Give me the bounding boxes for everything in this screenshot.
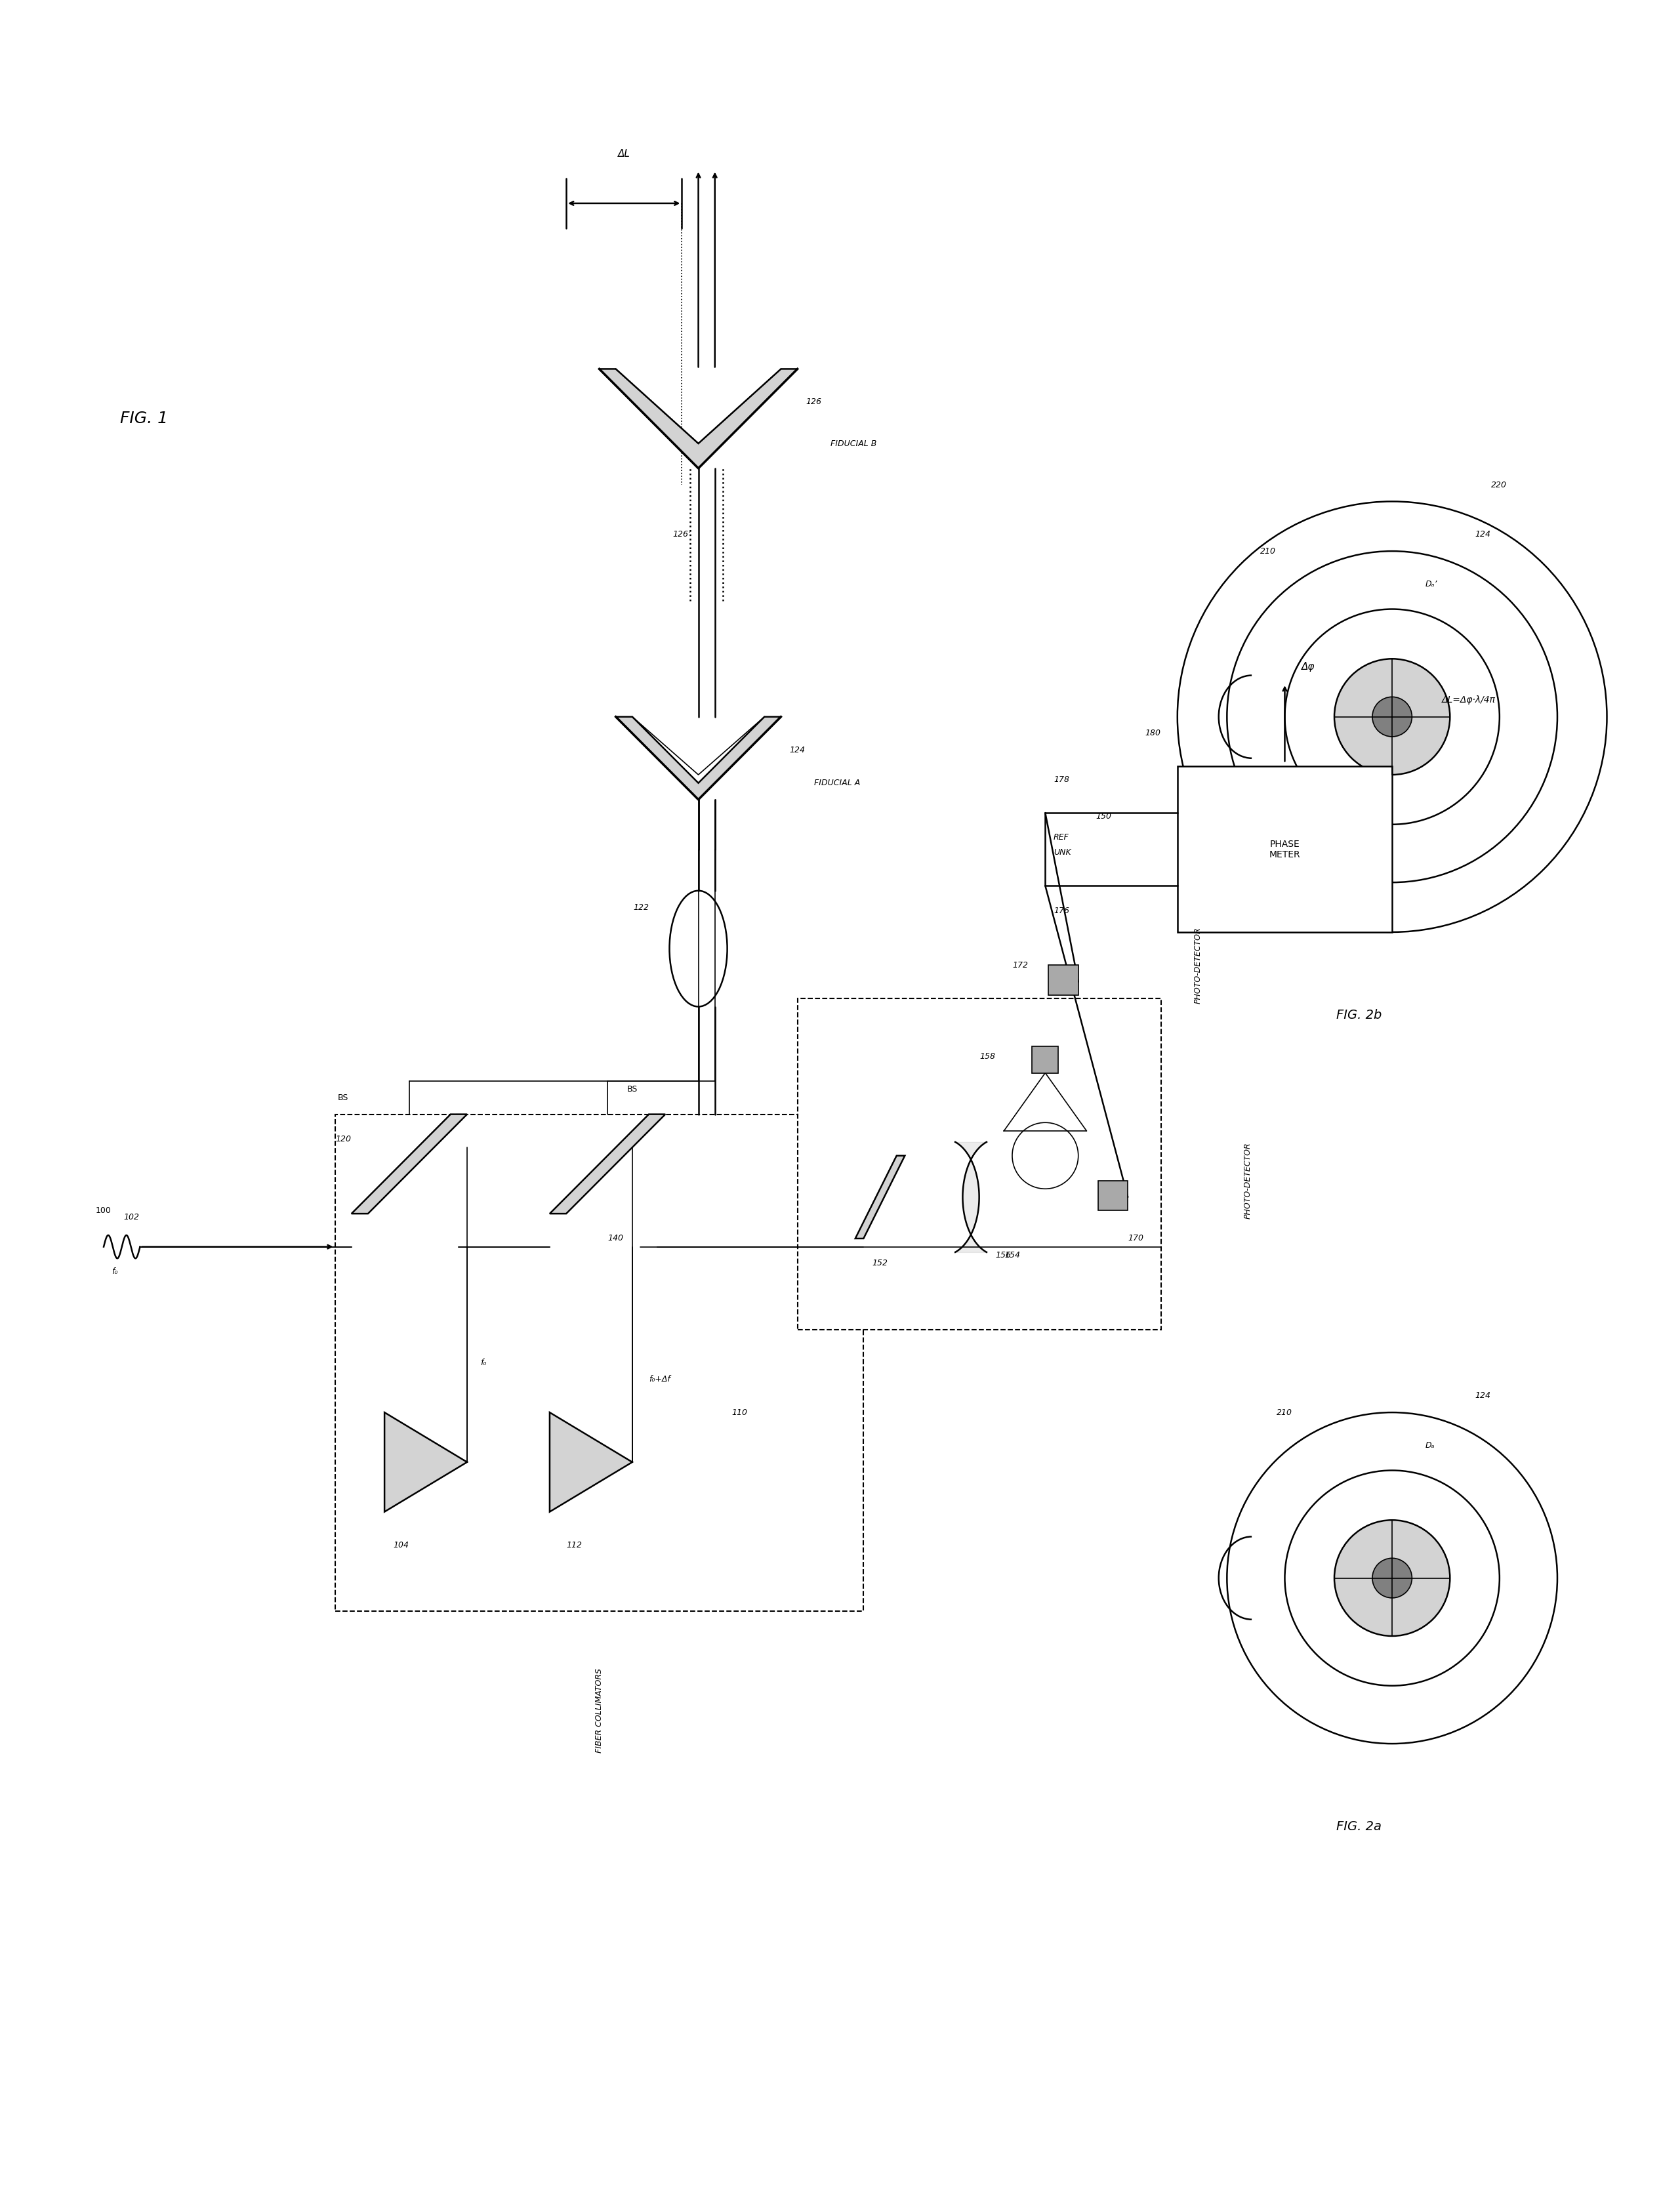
Text: 178: 178	[1053, 776, 1070, 783]
Bar	[1048, 964, 1078, 995]
Text: FIDUCIAL A: FIDUCIAL A	[814, 779, 860, 787]
Text: 170: 170	[1128, 1234, 1143, 1243]
Text: FIBER COLLIMATORS: FIBER COLLIMATORS	[595, 1668, 603, 1752]
Text: 104: 104	[394, 1540, 409, 1548]
Text: PHOTO-DETECTOR: PHOTO-DETECTOR	[1244, 1141, 1252, 1219]
Text: 156: 156	[995, 1250, 1012, 1259]
Text: f₀: f₀	[111, 1267, 118, 1276]
Text: 110: 110	[731, 1409, 747, 1416]
Text: 158: 158	[980, 1053, 995, 1060]
Text: 152: 152	[872, 1259, 889, 1267]
Text: FIG. 2b: FIG. 2b	[1337, 1009, 1382, 1022]
Text: PHOTO-DETECTOR: PHOTO-DETECTOR	[1194, 927, 1203, 1004]
Circle shape	[1334, 659, 1450, 774]
Polygon shape	[550, 1115, 666, 1214]
Polygon shape	[600, 369, 797, 469]
Text: 100: 100	[95, 1206, 111, 1214]
Text: Dₐ’: Dₐ’	[1425, 580, 1437, 588]
Text: 220: 220	[1492, 480, 1507, 489]
Polygon shape	[550, 1413, 633, 1511]
Circle shape	[1372, 697, 1412, 737]
Text: 126’: 126’	[673, 531, 691, 540]
Bar	[797, 998, 1161, 1329]
Text: 102: 102	[123, 1212, 140, 1221]
Text: BS: BS	[626, 1086, 638, 1093]
Text: 140: 140	[608, 1234, 623, 1243]
Text: Dₐ: Dₐ	[1425, 1442, 1435, 1449]
Text: f₀+Δf: f₀+Δf	[649, 1376, 671, 1382]
Text: ΔL=Δφ·λ/4π: ΔL=Δφ·λ/4π	[1442, 695, 1495, 706]
Polygon shape	[384, 1413, 467, 1511]
Text: 150: 150	[1096, 812, 1111, 821]
Text: 126: 126	[806, 398, 822, 407]
Text: 210: 210	[1277, 1409, 1292, 1416]
Bar	[1178, 765, 1392, 931]
Bar	[1031, 1046, 1058, 1073]
Text: 176: 176	[1053, 907, 1070, 916]
Circle shape	[1372, 1557, 1412, 1597]
Text: 122: 122	[633, 902, 649, 911]
Text: 112: 112	[566, 1540, 583, 1548]
Text: 154: 154	[1005, 1250, 1020, 1259]
Text: 172: 172	[1013, 960, 1028, 969]
Circle shape	[1334, 1520, 1450, 1637]
Text: 124: 124	[789, 745, 806, 754]
Text: 180: 180	[1144, 730, 1161, 737]
Polygon shape	[352, 1115, 467, 1214]
Bar	[1098, 1181, 1128, 1210]
Text: 120: 120	[336, 1135, 350, 1144]
Bar	[336, 1115, 864, 1610]
Text: FIG. 2a: FIG. 2a	[1337, 1820, 1382, 1834]
Polygon shape	[616, 717, 781, 799]
Text: 124: 124	[1475, 531, 1490, 540]
Text: ΔL: ΔL	[618, 148, 630, 159]
Text: BS: BS	[337, 1093, 349, 1102]
Text: 124: 124	[1475, 1391, 1490, 1400]
Text: REF: REF	[1053, 834, 1070, 843]
Text: Δφ: Δφ	[1301, 661, 1314, 672]
Text: FIDUCIAL B: FIDUCIAL B	[831, 440, 877, 447]
Text: PHASE
METER: PHASE METER	[1269, 838, 1301, 858]
Text: UNK: UNK	[1053, 849, 1071, 856]
Text: 210: 210	[1261, 546, 1276, 555]
Polygon shape	[855, 1155, 905, 1239]
Text: f₀: f₀	[480, 1358, 487, 1367]
Text: FIG. 1: FIG. 1	[120, 411, 168, 427]
